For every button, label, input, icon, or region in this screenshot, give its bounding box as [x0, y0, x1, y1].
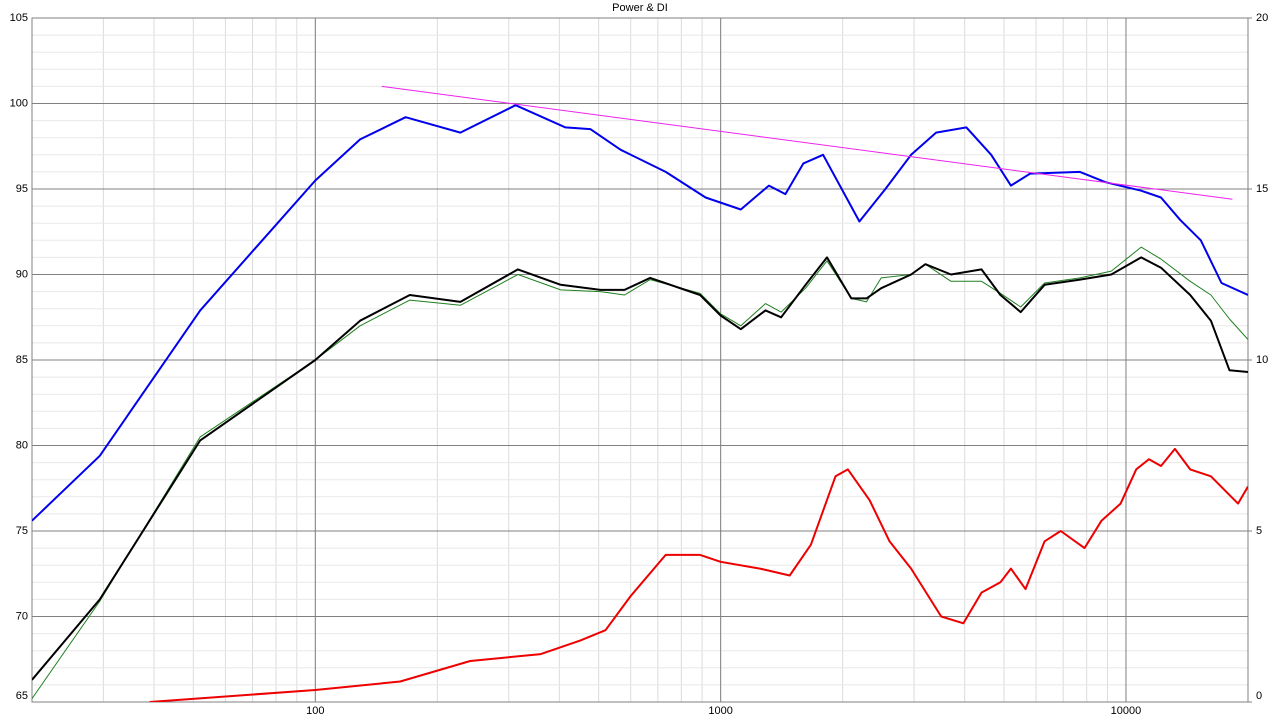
series-line: [149, 447, 1248, 702]
series-line: [32, 104, 1248, 522]
y-tick-label: 105: [10, 12, 28, 24]
y2-tick-label: 15: [1256, 183, 1268, 195]
series-line: [32, 256, 1248, 681]
series-line: [32, 246, 1248, 699]
y-tick-label: 80: [16, 439, 28, 451]
y-tick-label: 100: [10, 97, 28, 109]
y-tick-label: 95: [16, 183, 28, 195]
x-tick-label: 10000: [1111, 705, 1142, 717]
y-tick-label: 85: [16, 354, 28, 366]
y2-tick-label: 0: [1256, 690, 1262, 702]
y-tick-label: 75: [16, 525, 28, 537]
series-line: [381, 85, 1233, 200]
y2-tick-label: 20: [1256, 12, 1268, 24]
x-tick-label: 1000: [708, 705, 732, 717]
y-tick-label: 65: [16, 690, 28, 702]
y-tick-label: 70: [16, 610, 28, 622]
y-tick-label: 90: [16, 268, 28, 280]
y2-tick-label: 5: [1256, 525, 1262, 537]
chart-title: Power & DI: [612, 2, 668, 14]
x-tick-label: 100: [306, 705, 324, 717]
y2-tick-label: 10: [1256, 354, 1268, 366]
plot-frame: [31, 17, 1249, 703]
